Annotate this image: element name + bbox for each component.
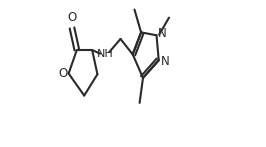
Text: O: O (58, 67, 67, 80)
Text: N: N (158, 27, 167, 40)
Text: O: O (67, 11, 77, 24)
Text: N: N (160, 55, 169, 68)
Text: NH: NH (96, 49, 113, 59)
